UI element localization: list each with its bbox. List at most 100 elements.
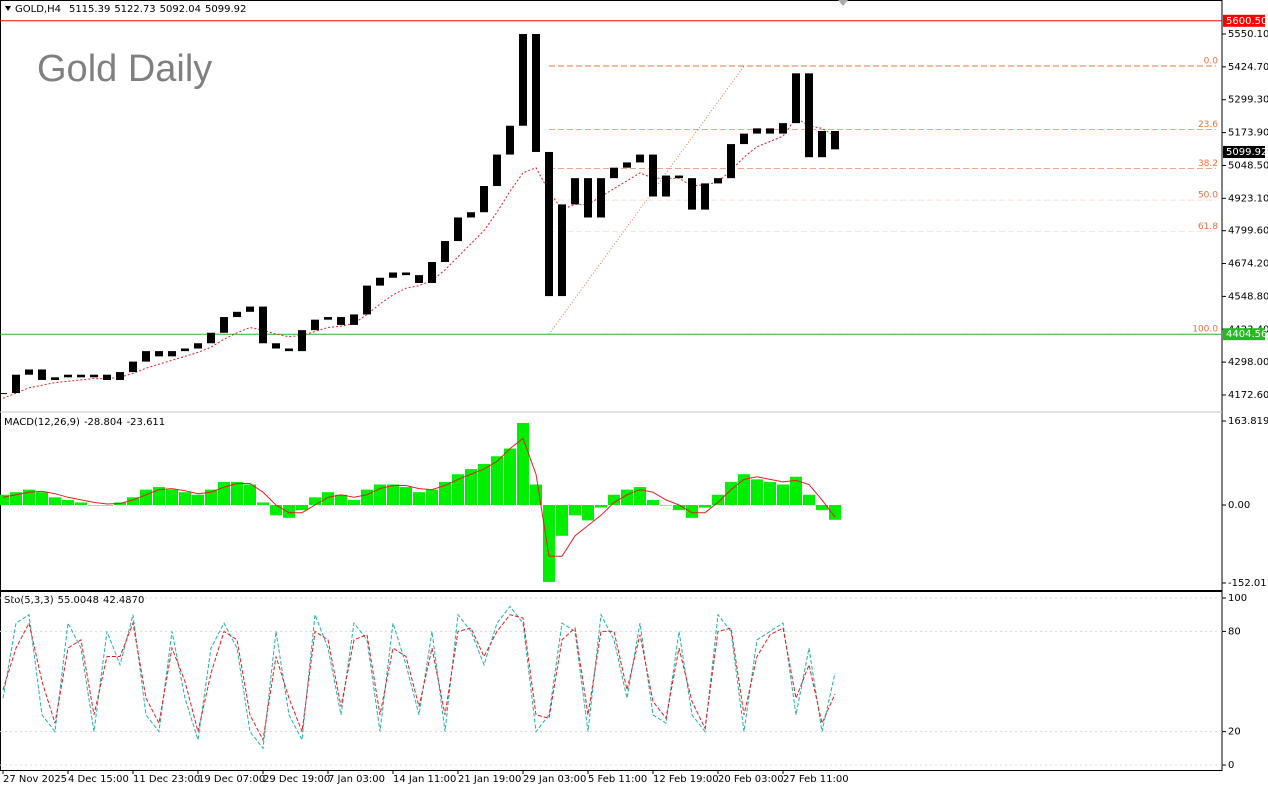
macd-bar (335, 494, 347, 506)
candle (740, 133, 748, 145)
x-tick-label: 19 Dec 07:00 (198, 774, 265, 785)
macd-bar (309, 497, 321, 506)
macd-bar (348, 499, 360, 506)
candle (51, 377, 59, 380)
macd-bar (49, 497, 61, 506)
candle (467, 212, 475, 218)
header: GOLD,H4 5115.39 5122.73 5092.04 5099.92 (15, 4, 246, 15)
high: 5122.73 (114, 4, 155, 15)
candle (714, 178, 722, 184)
price-label-box (1223, 328, 1265, 341)
macd-bar (647, 499, 659, 506)
candle (792, 73, 800, 124)
candle (831, 130, 839, 150)
signal-value: 42.4870 (103, 595, 144, 606)
candle (311, 319, 319, 331)
y-tick-label: 163.819 (1228, 416, 1268, 427)
candle (142, 351, 150, 362)
candle (636, 154, 644, 163)
candle (350, 314, 358, 325)
candle (701, 183, 709, 210)
price-label: 5099.92 (1226, 147, 1267, 158)
stoch-line (2, 605, 836, 750)
y-tick-label: 100 (1228, 593, 1247, 604)
macd-bar (816, 505, 828, 511)
macd-bar (673, 505, 685, 511)
macd-bar (88, 505, 100, 506)
candle (649, 154, 657, 197)
fib-label: 23.6 (1198, 120, 1218, 130)
y-tick-label: 20 (1228, 727, 1241, 738)
candle (558, 204, 566, 297)
candle (480, 186, 488, 213)
x-tick-label: 4 Dec 15:00 (68, 774, 129, 785)
macd-bar (634, 487, 646, 506)
macd-bar (283, 505, 295, 518)
macd-bar (478, 463, 490, 506)
macd-bar (452, 474, 464, 506)
macd-bar (192, 494, 204, 506)
candle (0, 393, 7, 395)
candle (545, 151, 553, 297)
close: 5099.92 (205, 4, 246, 15)
macd-bar (465, 469, 477, 506)
macd-bar (608, 494, 620, 506)
x-tick-label: 21 Jan 19:00 (458, 774, 521, 785)
candle (285, 348, 293, 352)
price-label-box (1223, 14, 1265, 27)
candle (493, 154, 501, 187)
candle (389, 272, 397, 278)
macd-bar (0, 494, 9, 506)
candle (155, 351, 163, 357)
candle (259, 306, 267, 344)
x-tick-label: 29 Jan 03:00 (523, 774, 586, 785)
macd-bar (660, 505, 672, 506)
candle (441, 241, 449, 263)
x-tick-label: 11 Dec 23:00 (133, 774, 200, 785)
price-label-box (1223, 145, 1265, 158)
candle (753, 128, 761, 134)
candle (246, 306, 254, 312)
shift-marker (838, 0, 848, 6)
moving-average (2, 117, 836, 399)
macd-title: MACD(12,26,9) (4, 417, 80, 428)
candle (727, 144, 735, 179)
y-tick-label: 5173.90 (1228, 128, 1268, 139)
candle (168, 351, 176, 357)
plot-frame (0, 0, 1223, 771)
candle (402, 272, 410, 276)
y-tick-label: 80 (1228, 626, 1241, 637)
fib-label: 38.2 (1198, 159, 1218, 169)
macd-bar (790, 476, 802, 506)
macd-bar (686, 505, 698, 518)
macd-bar (361, 489, 373, 506)
signal-value: -23.611 (127, 417, 166, 428)
macd-bar (244, 484, 256, 506)
macd-bar (595, 505, 607, 508)
candle (233, 311, 241, 318)
y-tick-label: 5424.70 (1228, 62, 1268, 73)
candle (610, 167, 618, 179)
y-tick-label: 5299.30 (1228, 95, 1268, 106)
y-tick-label: 4548.80 (1228, 291, 1268, 302)
candle (116, 372, 124, 380)
macd-bar (413, 492, 425, 506)
candle (129, 361, 137, 373)
macd-bar (166, 489, 178, 506)
macd-bar (569, 505, 581, 516)
y-tick-label: 4799.60 (1228, 226, 1268, 237)
x-tick-label: 27 Feb 11:00 (783, 774, 849, 785)
macd-bar (439, 481, 451, 506)
macd-header: MACD(12,26,9) -28.804 -23.611 (4, 417, 165, 428)
y-tick-label: 4923.10 (1228, 193, 1268, 204)
macd-bar (140, 489, 152, 506)
macd-bar (270, 505, 282, 516)
macd-bar (764, 481, 776, 506)
macd-bar (218, 481, 230, 506)
fib-label: 100.0 (1192, 325, 1218, 335)
y-tick-label: 4298.00 (1228, 357, 1268, 368)
candle (90, 374, 98, 378)
candle (337, 317, 345, 325)
macd-bar (231, 481, 243, 506)
